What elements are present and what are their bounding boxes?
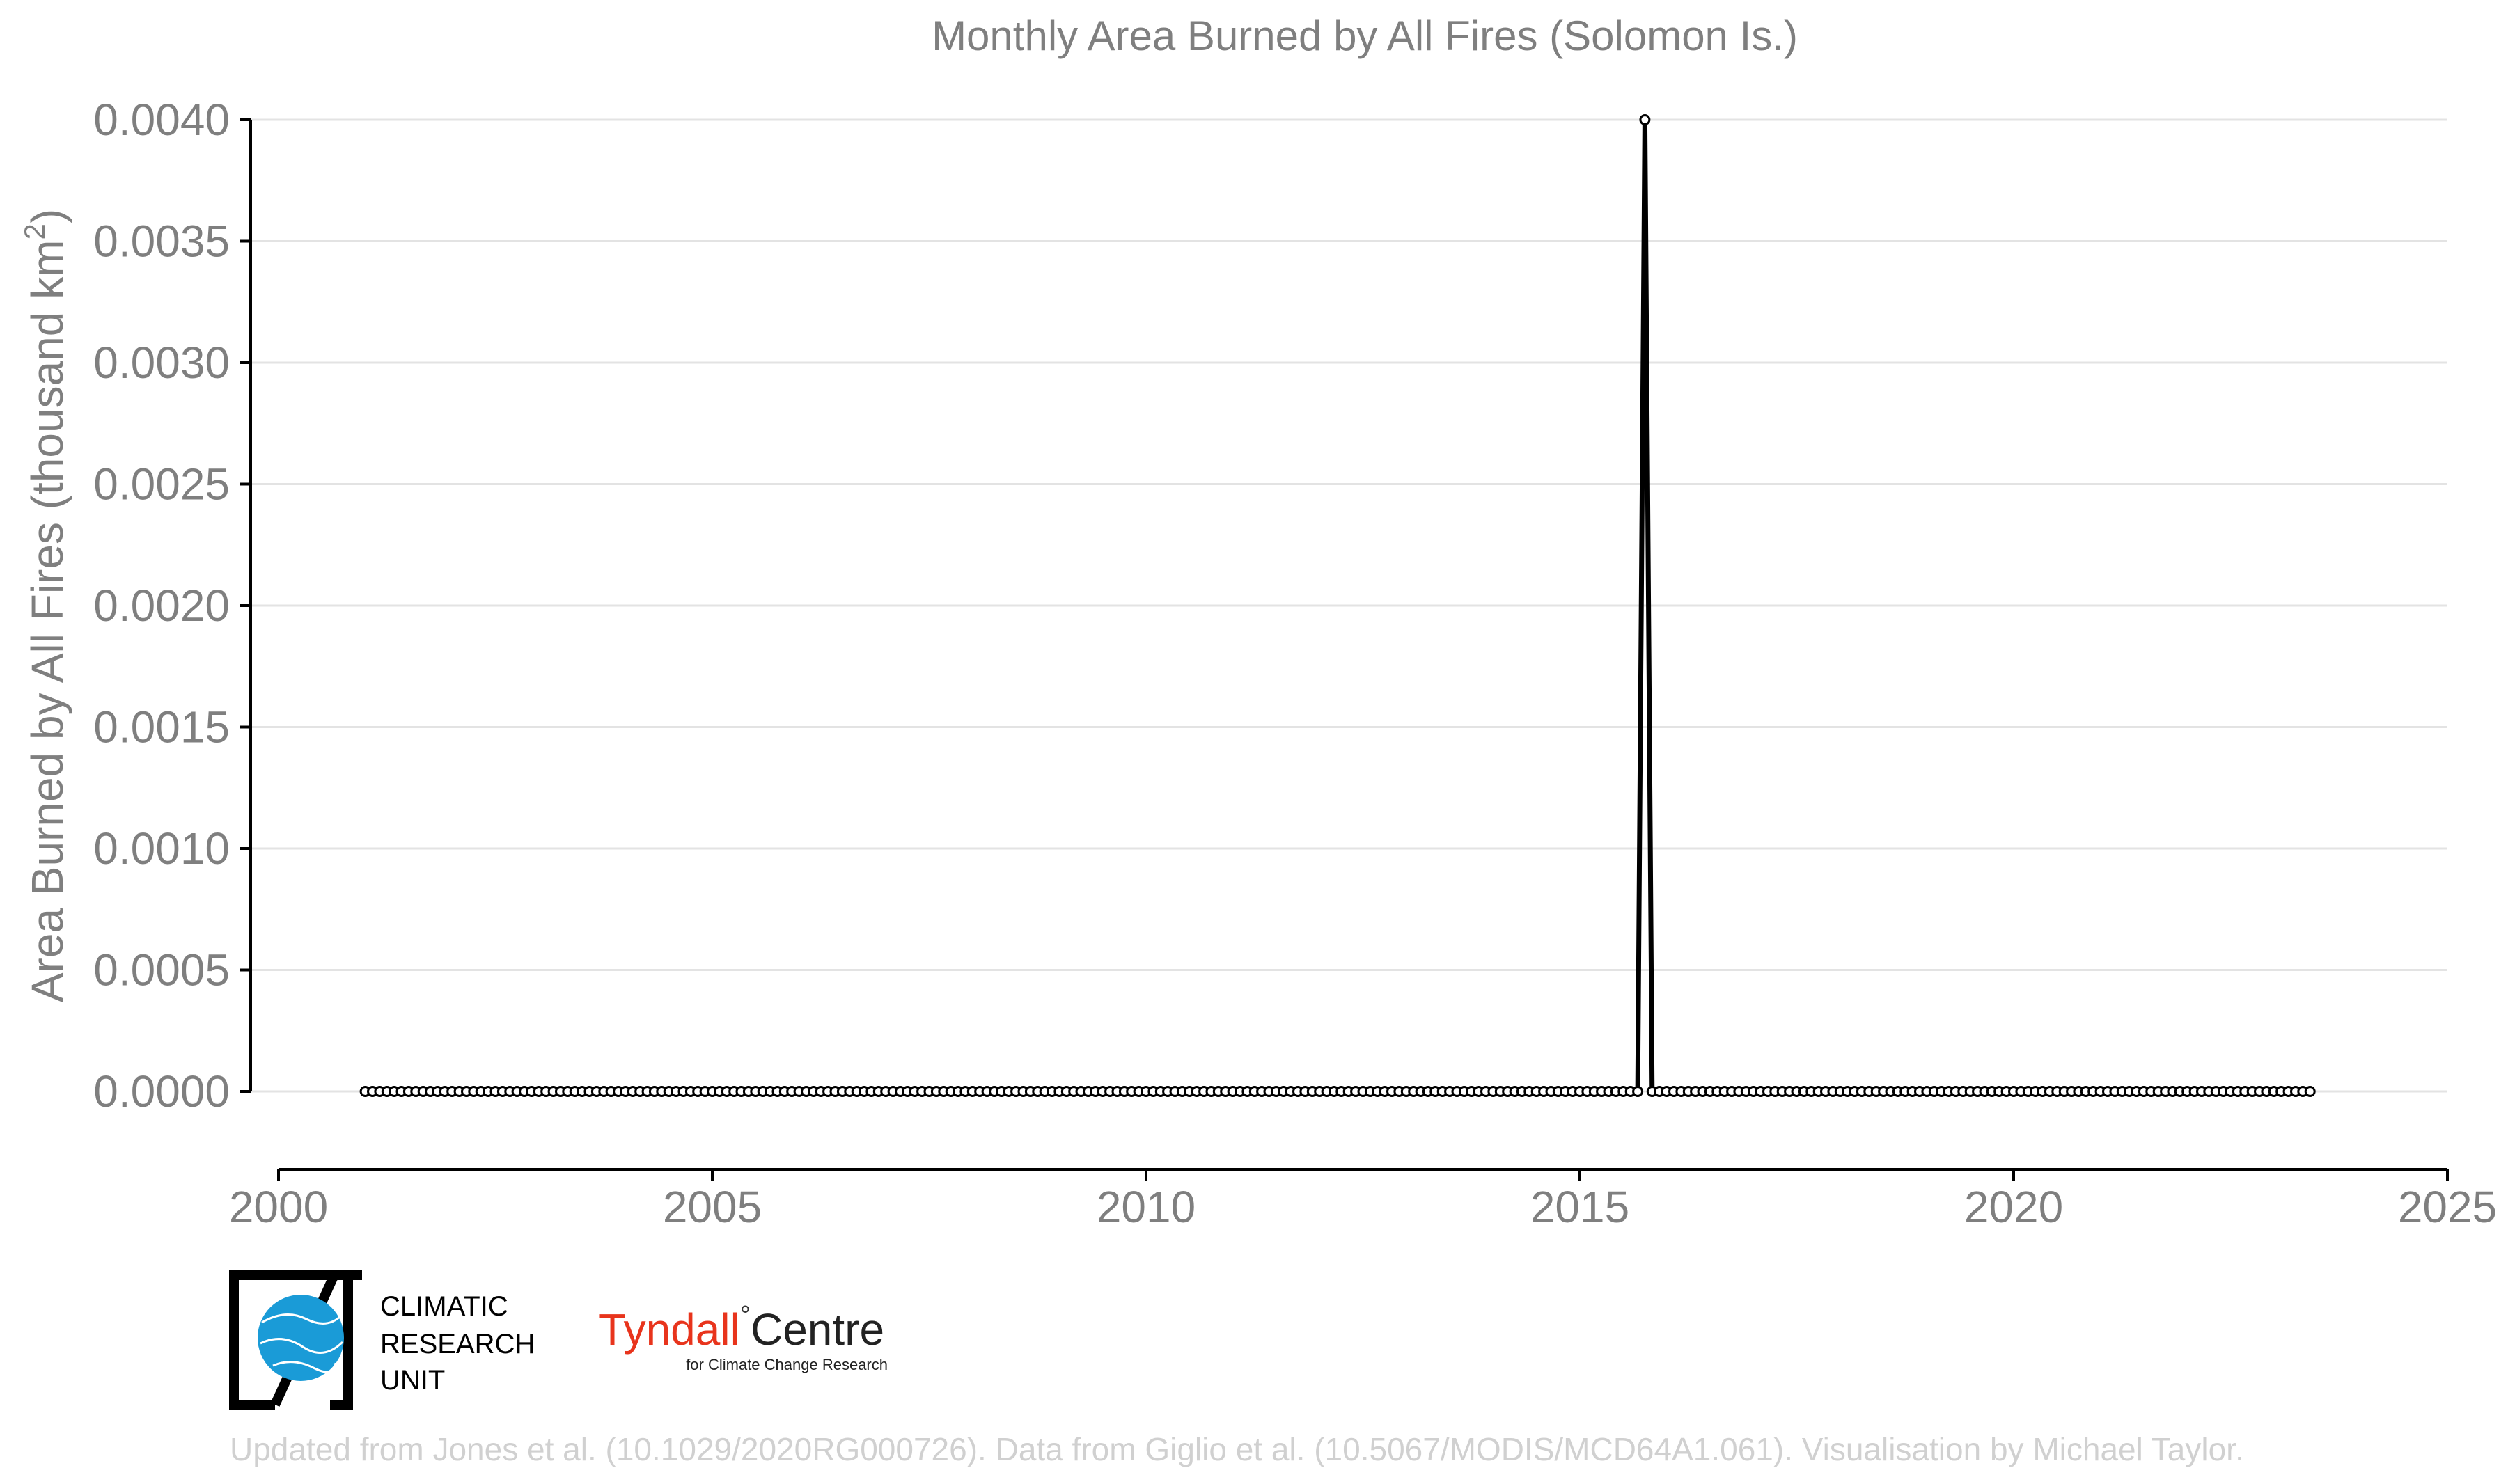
y-tick-label: 0.0000 <box>93 1066 230 1116</box>
cru-logo-line-2: RESEARCH <box>380 1329 535 1359</box>
y-tick-label: 0.0005 <box>93 945 230 995</box>
y-tick-label: 0.0015 <box>93 702 230 752</box>
x-tick-label: 2020 <box>1964 1182 2063 1232</box>
data-point <box>1632 1086 1644 1097</box>
axis-tick-marks <box>240 118 2449 1181</box>
series-points <box>359 114 2316 1097</box>
x-tick-label: 2000 <box>229 1182 328 1232</box>
cru-logo: CLIMATIC RESEARCH UNIT <box>229 1270 535 1410</box>
y-tick-label: 0.0010 <box>93 823 230 874</box>
x-tick-label: 2010 <box>1097 1182 1196 1232</box>
cru-logo-line-1: CLIMATIC <box>380 1291 508 1322</box>
tyndall-name: Tyndall <box>599 1304 740 1355</box>
tyndall-subtitle: for Climate Change Research <box>686 1356 888 1373</box>
cru-logo-line-3: UNIT <box>380 1365 445 1396</box>
data-point <box>1639 114 1651 125</box>
y-axis-label: Area Burned by All Fires (thousand km2) <box>18 209 72 1002</box>
x-tick-label: 2025 <box>2398 1182 2497 1232</box>
credit-line: Updated from Jones et al. (10.1029/2020R… <box>230 1431 2244 1467</box>
x-tick-label: 2005 <box>663 1182 762 1232</box>
y-tick-label: 0.0040 <box>93 95 230 145</box>
y-tick-label: 0.0020 <box>93 581 230 631</box>
gridlines <box>251 118 2447 1093</box>
data-point <box>2304 1086 2316 1097</box>
y-tick-label: 0.0030 <box>93 338 230 388</box>
chart-title: Monthly Area Burned by All Fires (Solomo… <box>932 13 1798 59</box>
tyndall-degree: ° <box>740 1301 751 1330</box>
svg-text:Tyndall°Centre: Tyndall°Centre <box>599 1301 884 1355</box>
globe-icon <box>258 1295 344 1381</box>
y-tick-labels: 0.0000 0.0005 0.0010 0.0015 0.0020 0.0025 0.00… <box>93 95 230 1116</box>
tyndall-centre: Centre <box>751 1304 884 1355</box>
x-tick-label: 2015 <box>1530 1182 1629 1232</box>
tyndall-logo: Tyndall°Centre for Climate Change Resear… <box>599 1301 888 1373</box>
y-tick-label: 0.0025 <box>93 459 230 510</box>
y-tick-label: 0.0035 <box>93 216 230 267</box>
x-tick-labels: 2000 2005 2010 2015 2020 2025 <box>229 1182 2497 1232</box>
